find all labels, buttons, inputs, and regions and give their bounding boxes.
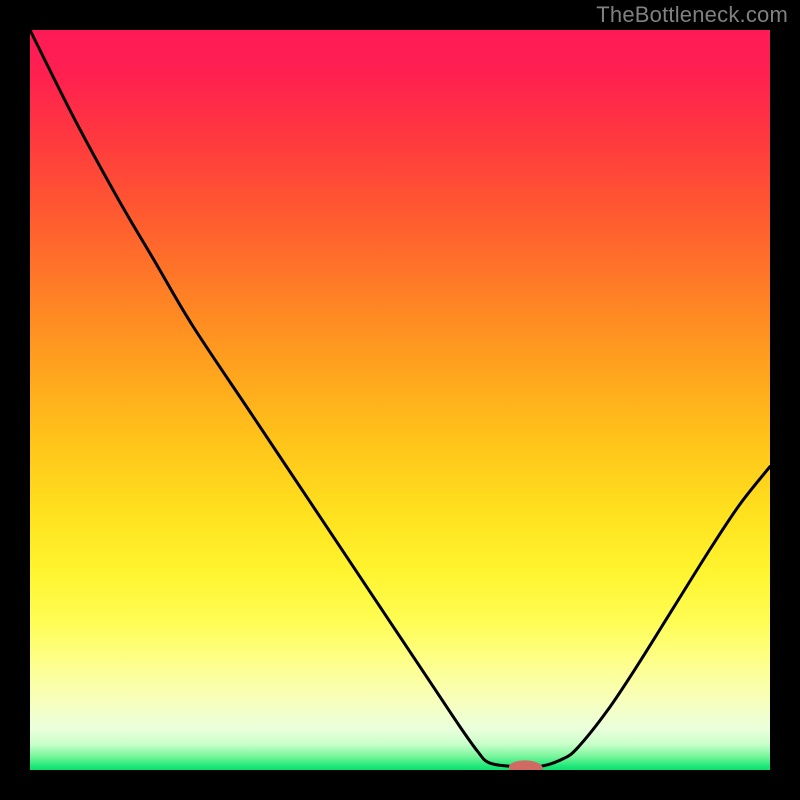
gradient-background (30, 30, 770, 770)
chart-svg (30, 30, 770, 770)
plot-area (30, 30, 770, 770)
chart-frame: TheBottleneck.com (0, 0, 800, 800)
watermark-text: TheBottleneck.com (596, 2, 788, 28)
